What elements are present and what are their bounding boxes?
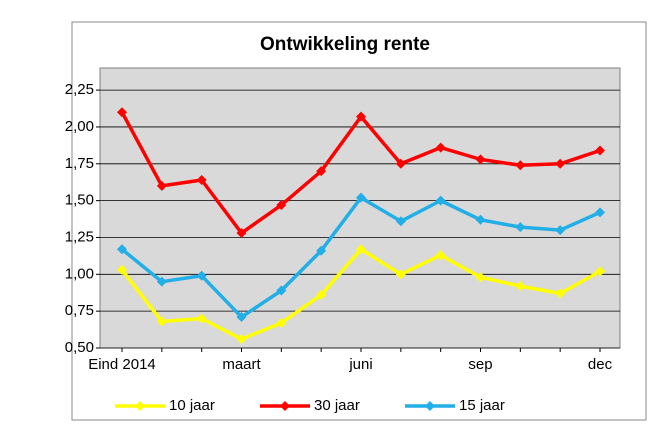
point-marker: [156, 180, 167, 191]
point-marker: [435, 142, 446, 153]
point-marker: [196, 313, 207, 324]
point-marker: [276, 285, 287, 296]
point-marker: [515, 160, 526, 171]
point-marker: [276, 317, 287, 328]
point-marker: [515, 222, 526, 233]
legend-label: 10 jaar: [169, 397, 215, 414]
legend-marker: [425, 401, 435, 411]
y-tick-label: 1,00: [65, 265, 94, 282]
point-marker: [435, 195, 446, 206]
x-tick-label: sep: [468, 356, 492, 373]
plot-area: [99, 67, 621, 349]
point-marker: [395, 216, 406, 227]
x-tick-label: maart: [222, 356, 261, 373]
point-marker: [395, 269, 406, 280]
legend-marker: [280, 401, 290, 411]
point-marker: [316, 166, 327, 177]
y-tick-label: 1,25: [65, 228, 94, 245]
point-marker: [316, 245, 327, 256]
point-marker: [236, 312, 247, 323]
point-marker: [117, 107, 127, 118]
point-marker: [356, 111, 366, 122]
point-marker: [555, 225, 566, 236]
legend-label: 15 jaar: [459, 397, 505, 414]
x-tick-label: juni: [348, 356, 372, 373]
point-marker: [156, 276, 167, 287]
point-marker: [276, 200, 287, 211]
point-marker: [196, 175, 207, 185]
y-tick-label: 1,75: [65, 155, 94, 172]
legend-label: 30 jaar: [314, 397, 360, 414]
point-marker: [236, 228, 247, 239]
point-marker: [595, 207, 605, 218]
point-marker: [515, 281, 526, 292]
point-marker: [475, 214, 486, 225]
y-tick-label: 2,00: [65, 118, 94, 135]
point-marker: [117, 244, 127, 255]
legend-marker: [135, 401, 145, 411]
point-marker: [316, 289, 327, 300]
point-marker: [595, 145, 605, 156]
y-tick-label: 1,50: [65, 192, 94, 209]
point-marker: [236, 334, 247, 345]
x-tick-label: Eind 2014: [88, 356, 156, 373]
point-marker: [555, 158, 566, 169]
y-tick-label: 2,25: [65, 81, 94, 98]
point-marker: [196, 270, 207, 281]
point-marker: [117, 264, 127, 275]
x-tick-label: dec: [588, 356, 613, 373]
point-marker: [475, 272, 486, 283]
point-marker: [156, 316, 167, 327]
point-marker: [595, 266, 605, 277]
point-marker: [356, 192, 366, 203]
point-marker: [356, 244, 366, 255]
y-tick-label: 0,75: [65, 302, 94, 319]
y-tick-label: 0,50: [65, 339, 94, 356]
point-marker: [395, 158, 406, 169]
chart-title: Ontwikkeling rente: [260, 34, 430, 55]
point-marker: [475, 154, 486, 165]
point-marker: [435, 250, 446, 261]
point-marker: [555, 288, 566, 299]
